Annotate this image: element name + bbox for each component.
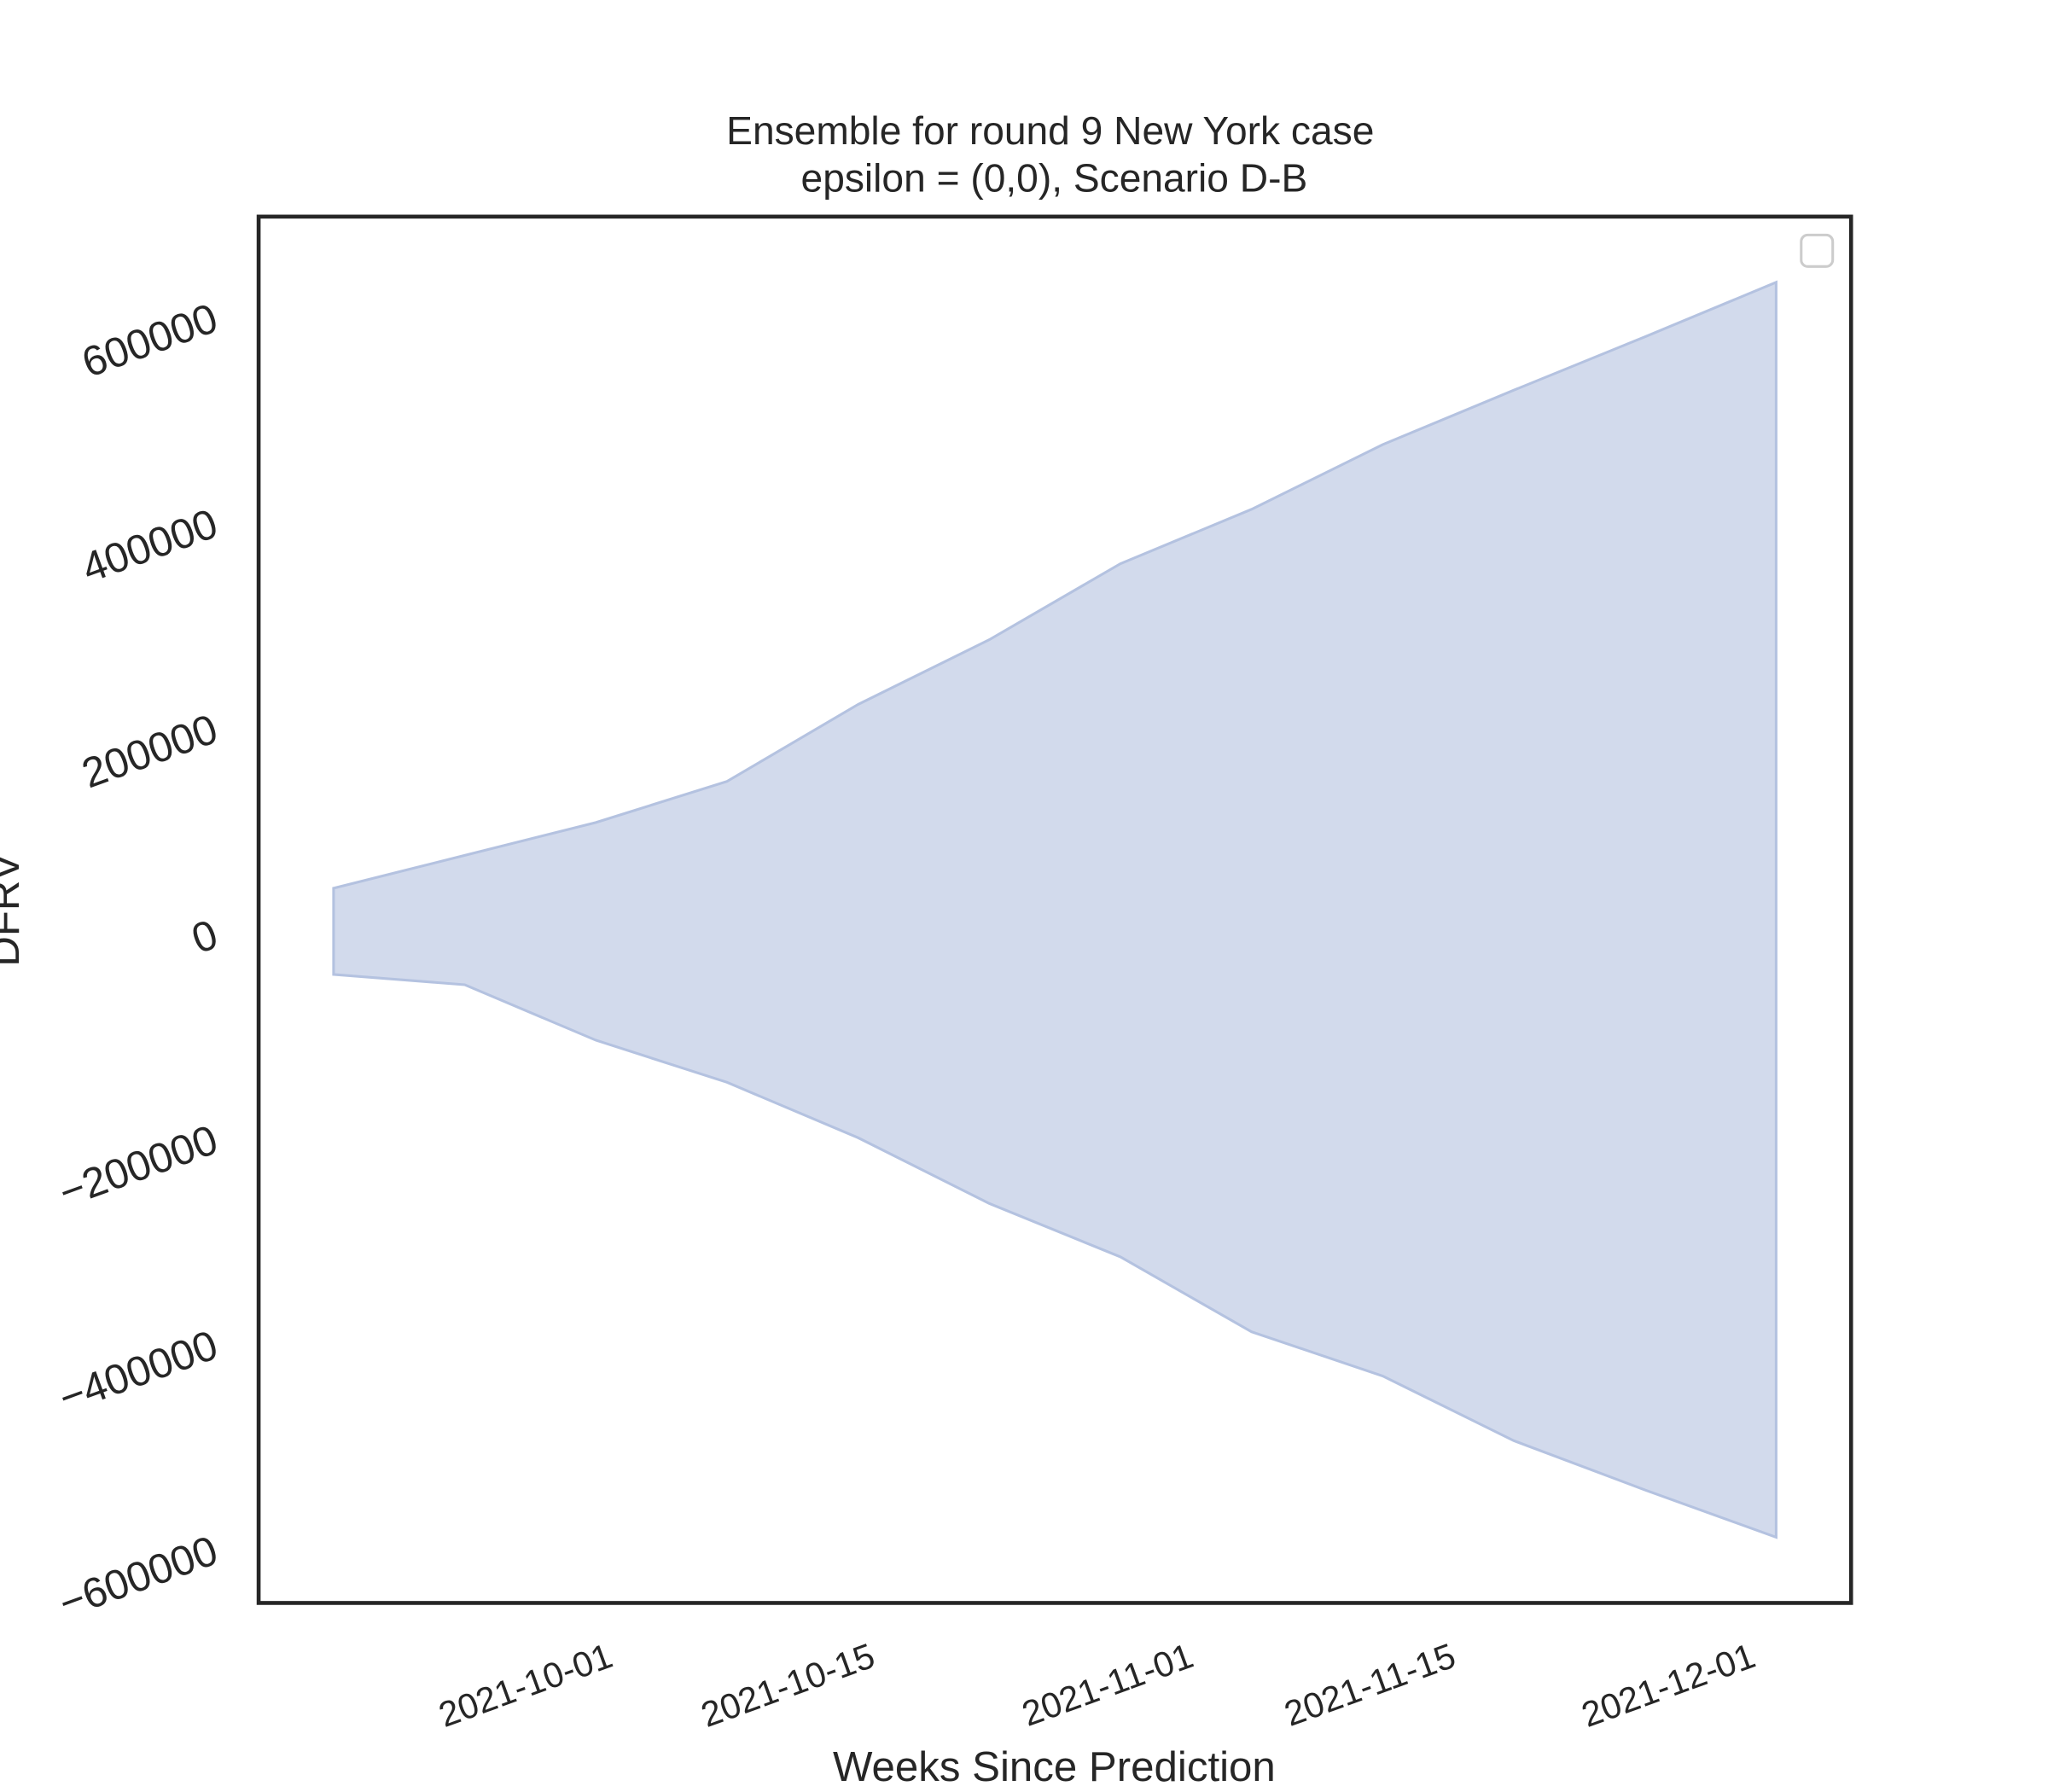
x-tick-label: 2021-12-01 [1576,1635,1760,1735]
y-tick-label: −600000 [53,1527,224,1627]
x-tick-label: 2021-10-01 [433,1635,618,1735]
plot-frame [256,214,1853,1605]
x-tick-label: 2021-11-15 [1279,1635,1461,1734]
chart-title: Ensemble for round 9 New York case [726,108,1374,153]
chart-subtitle: epsilon = (0,0), Scenario D-B [801,155,1308,200]
x-tick-label: 2021-10-15 [695,1635,880,1735]
y-tick-label: 400000 [76,500,224,592]
y-axis-label: DFRV [0,852,28,966]
legend-box [1800,233,1835,268]
y-tick-label: −200000 [53,1116,224,1217]
y-tick-label: 600000 [76,294,224,387]
x-tick-label: 2021-11-01 [1016,1635,1198,1734]
band-area [332,280,1777,1539]
y-tick-label: −400000 [53,1321,224,1422]
y-tick-label: 200000 [76,705,224,797]
x-axis-label: Weeks Since Prediction [833,1743,1276,1790]
y-tick-label: 0 [186,911,224,963]
